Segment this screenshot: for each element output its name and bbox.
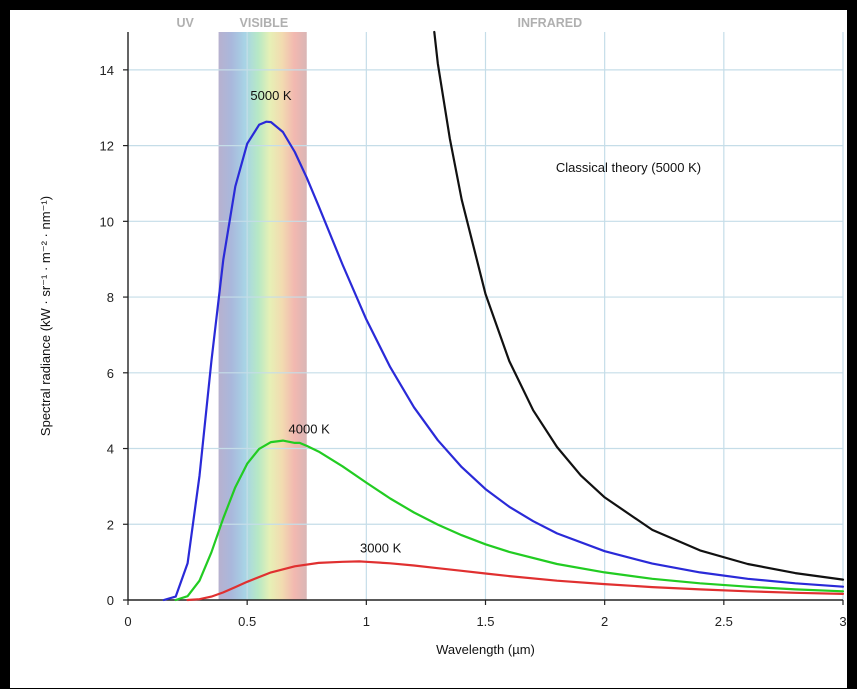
region-labels: UV VISIBLE INFRARED <box>177 16 583 30</box>
series-line-4000-k <box>174 439 845 602</box>
x-tick-label-3: 1.5 <box>476 614 494 629</box>
x-tick-label-4: 2 <box>601 614 608 629</box>
y-tick-label-5: 10 <box>100 214 114 229</box>
spectral-radiance-chart: 0 0.5 1 1.5 2 2.5 3 0 2 4 6 8 10 12 14 UV VISIBLE INFRA… <box>38 16 847 657</box>
y-tick-label-7: 14 <box>100 63 114 78</box>
y-tick-label-3: 6 <box>107 366 114 381</box>
visible-band <box>218 32 307 600</box>
y-tick-label-4: 8 <box>107 290 114 305</box>
annotation-3: Classical theory (5000 K) <box>556 160 701 175</box>
x-tick-label-6: 3 <box>839 614 846 629</box>
annotation-0: 5000 K <box>250 88 292 103</box>
y-tick-labels: 0 2 4 6 8 10 12 14 <box>100 63 114 608</box>
x-tick-label-1: 0.5 <box>238 614 256 629</box>
series-line-5000-k <box>162 120 845 602</box>
annotation-1: 4000 K <box>289 421 331 436</box>
y-axis-label: Spectral radiance (kW · sr⁻¹ · m⁻² · nm⁻… <box>38 196 53 436</box>
x-tick-labels: 0 0.5 1 1.5 2 2.5 3 <box>124 614 846 629</box>
series-line-classical-theory-5000-k <box>433 30 845 581</box>
chart-frame: 0 0.5 1 1.5 2 2.5 3 0 2 4 6 8 10 12 14 UV VISIBLE INFRA… <box>10 10 847 688</box>
annotation-2: 3000 K <box>360 541 402 556</box>
x-tick-label-0: 0 <box>124 614 131 629</box>
x-axis-label: Wavelength (µm) <box>436 642 535 657</box>
y-tick-label-1: 2 <box>107 517 114 532</box>
region-label-uv: UV <box>177 16 195 30</box>
series-lines <box>162 30 845 602</box>
region-label-infrared: INFRARED <box>518 16 583 30</box>
x-tick-label-2: 1 <box>363 614 370 629</box>
annotations: 5000 K 4000 K 3000 K Classical theory (5000… <box>250 88 701 556</box>
visible-band-rect <box>218 32 307 600</box>
y-tick-label-6: 12 <box>100 139 114 154</box>
y-tick-label-2: 4 <box>107 442 114 457</box>
x-tick-label-5: 2.5 <box>715 614 733 629</box>
region-label-visible: VISIBLE <box>240 16 289 30</box>
y-tick-label-0: 0 <box>107 593 114 608</box>
axes <box>123 32 844 605</box>
series-line-3000-k <box>186 560 845 602</box>
